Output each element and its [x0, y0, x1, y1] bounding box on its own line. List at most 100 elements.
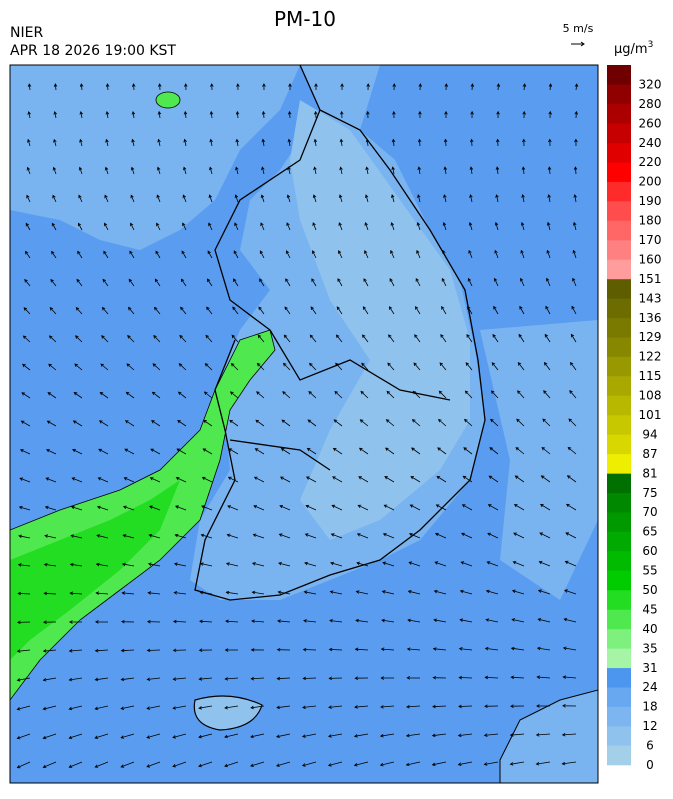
wind-arrow — [380, 705, 395, 709]
wind-arrow — [517, 390, 525, 399]
wind-arrow — [253, 476, 265, 483]
colorbar-segment — [607, 667, 631, 688]
wind-arrow — [46, 420, 57, 427]
wind-arrow — [249, 761, 265, 767]
colorbar-label: 180 — [639, 214, 662, 228]
wind-arrow — [353, 733, 369, 738]
wind-arrow — [513, 532, 525, 539]
wind-arrow — [157, 110, 162, 119]
wind-arrow — [156, 222, 161, 231]
wind-arrow — [312, 250, 317, 259]
wind-arrow — [521, 166, 526, 175]
wind-arrow — [305, 476, 317, 483]
wind-arrow — [310, 306, 317, 315]
wind-arrow — [172, 619, 187, 624]
plume-core — [10, 480, 180, 660]
wind-arrow — [233, 278, 239, 287]
wind-arrow — [174, 533, 187, 539]
wind-arrow — [340, 110, 344, 119]
wind-arrow — [78, 166, 83, 175]
wind-arrow — [262, 83, 266, 91]
wind-arrow — [338, 194, 343, 203]
wind-arrow — [198, 648, 213, 652]
title: PM-10 — [274, 7, 336, 31]
wind-arrow — [436, 475, 447, 483]
wind-arrow — [327, 761, 343, 767]
colorbar-segment — [607, 84, 631, 105]
wind-arrow — [148, 534, 161, 539]
colorbar-segment — [607, 648, 631, 669]
wind-arrow — [200, 533, 213, 539]
wind-arrow — [301, 733, 317, 738]
wind-arrow — [68, 677, 83, 682]
wind-arrow — [564, 589, 577, 595]
wind-arrow — [570, 333, 577, 343]
colorbar-label: 280 — [639, 97, 662, 111]
wind-arrow — [25, 250, 31, 259]
wind-arrow — [535, 761, 551, 766]
wind-arrow — [336, 306, 343, 315]
wind-arrow — [571, 305, 577, 315]
wind-arrow — [546, 249, 551, 259]
wind-arrow — [210, 83, 214, 91]
wind-arrow — [149, 505, 161, 511]
wind-arrow — [405, 761, 421, 767]
wind-arrow — [520, 249, 525, 259]
wind-arrow — [543, 361, 551, 371]
wind-arrow — [233, 250, 239, 259]
wind-arrow — [521, 193, 525, 203]
wind-arrow — [16, 677, 31, 682]
wind-arrow — [574, 138, 578, 147]
wind-arrow — [361, 362, 369, 371]
wind-arrow — [406, 676, 421, 680]
wind-arrow — [250, 648, 265, 652]
wind-arrow — [204, 363, 213, 371]
wind-arrow — [380, 676, 394, 680]
wind-arrow — [198, 733, 213, 739]
wind-arrow — [566, 475, 577, 483]
wind-arrow — [487, 532, 499, 539]
wind-arrow — [387, 362, 395, 371]
wind-arrow — [53, 110, 58, 119]
wind-arrow — [276, 676, 291, 681]
wind-arrow — [485, 589, 499, 595]
wind-arrow — [574, 110, 579, 119]
colorbar-label: 0 — [646, 758, 654, 772]
colorbar: 0 6 12 18 24 31 35 40 45 50 55 60 65 70 75 81 87 94 101 108… — [607, 65, 661, 772]
wind-arrow — [408, 533, 421, 539]
colorbar-segment — [607, 162, 631, 182]
wind-arrow — [104, 222, 109, 231]
wind-arrow — [302, 647, 317, 652]
wind-arrow — [282, 391, 291, 399]
wind-arrow — [415, 277, 421, 287]
colorbar-label: 60 — [642, 544, 657, 558]
colorbar-segment — [607, 259, 631, 280]
wind-arrow — [102, 278, 109, 287]
wind-arrow — [286, 194, 291, 203]
wind-arrow — [513, 504, 525, 511]
colorbar-label: 24 — [642, 680, 657, 694]
wind-arrow — [483, 733, 499, 737]
wind-arrow — [304, 533, 317, 539]
wind-arrow — [225, 619, 239, 624]
wind-arrow — [309, 334, 317, 343]
wind-arrow — [510, 646, 525, 651]
wind-arrow — [468, 249, 473, 259]
wind-arrow — [22, 335, 31, 343]
wind-arrow — [546, 221, 551, 231]
wind-arrow — [146, 733, 161, 739]
unit-power: 3 — [648, 40, 654, 50]
wind-arrow — [418, 110, 422, 119]
wind-arrow — [68, 649, 83, 653]
colorbar-segment — [607, 434, 631, 455]
wind-arrow — [182, 194, 187, 203]
wind-arrow — [94, 648, 109, 653]
wind-arrow — [129, 250, 135, 259]
wind-arrow — [435, 504, 447, 511]
wind-arrow — [68, 761, 83, 768]
wind-arrow — [23, 307, 31, 315]
wind-arrow — [94, 733, 109, 739]
wind-arrow — [256, 391, 265, 399]
wind-arrow — [44, 534, 57, 539]
colorbar-label: 122 — [639, 350, 662, 364]
